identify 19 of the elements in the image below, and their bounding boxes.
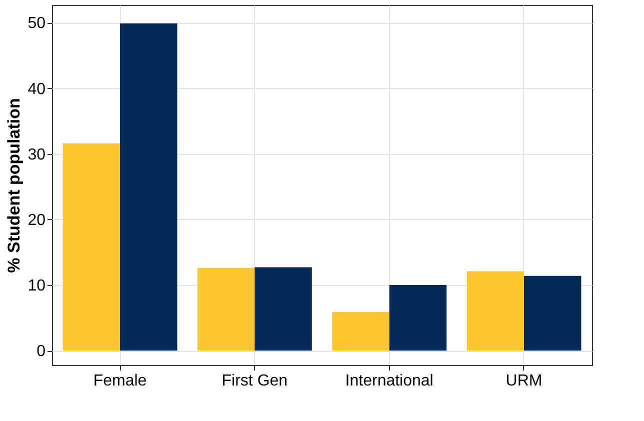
y-tick-label: 50 [28, 15, 46, 32]
y-tick-label: 20 [28, 212, 46, 229]
y-tick-label: 40 [28, 80, 46, 98]
bar [389, 285, 447, 351]
bar [120, 23, 178, 351]
bar [524, 276, 582, 351]
y-axis-title: % Student population [4, 98, 24, 273]
bar [254, 267, 312, 351]
y-tick-label: 10 [28, 278, 46, 294]
x-tick-label: URM [506, 372, 542, 390]
x-tick-label: Female [93, 372, 147, 390]
bar [332, 312, 390, 351]
bar [62, 143, 120, 351]
bar [466, 271, 524, 351]
x-tick-label: First Gen [222, 372, 288, 390]
y-tick-label: 0 [36, 343, 46, 360]
y-tick-label: 30 [28, 146, 46, 164]
x-tick-label: International [345, 372, 434, 390]
bar [197, 268, 255, 351]
